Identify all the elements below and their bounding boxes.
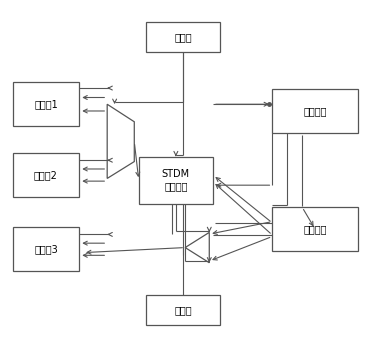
Text: 二级存储: 二级存储 [303,224,327,234]
Text: 网络接口: 网络接口 [303,106,327,116]
Text: 主设备3: 主设备3 [34,244,58,254]
Bar [272,89,358,133]
Bar [12,227,79,271]
Text: 主设备2: 主设备2 [34,170,58,180]
Text: 仲裁器: 仲裁器 [175,32,192,42]
Polygon shape [185,232,209,263]
Text: 解码器: 解码器 [175,305,192,315]
Text: 主设备1: 主设备1 [34,99,58,109]
Text: STDM
控制单元: STDM 控制单元 [162,169,190,191]
Bar [12,153,79,197]
Bar [12,82,79,126]
Bar [146,295,220,325]
Bar [146,22,220,52]
Polygon shape [107,104,134,178]
Bar [139,156,213,204]
Bar [272,207,358,251]
